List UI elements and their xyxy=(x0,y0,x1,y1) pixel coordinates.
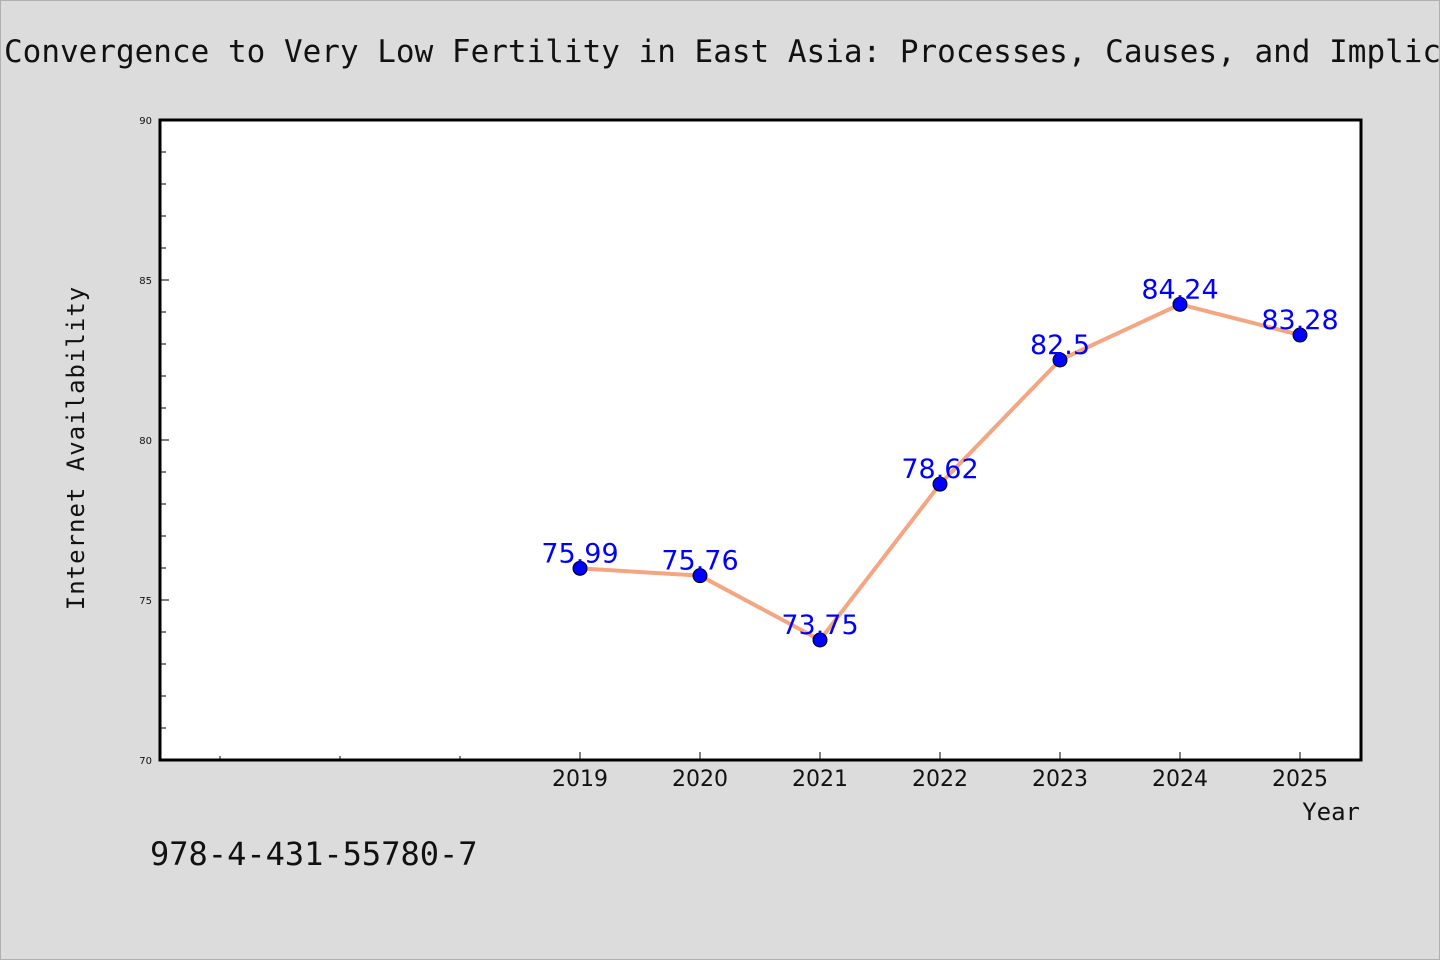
data-label: 75.99 xyxy=(541,538,618,569)
x-axis-ticks: 2019 2020 2021 2022 2023 2024 2025 xyxy=(219,752,1328,792)
data-label: 78.62 xyxy=(901,454,978,485)
x-tick-label: 2025 xyxy=(1272,767,1328,792)
data-label: 83.28 xyxy=(1261,305,1338,336)
data-label: 82.5 xyxy=(1030,330,1090,361)
data-label: 73.75 xyxy=(781,610,858,641)
data-label: 75.76 xyxy=(661,546,738,577)
y-axis-label: Internet Availability xyxy=(62,286,90,610)
y-tick-label: 80 xyxy=(139,436,152,447)
x-tick-label: 2023 xyxy=(1032,767,1088,792)
y-tick-label: 85 xyxy=(139,276,152,287)
data-point xyxy=(812,632,828,648)
x-tick-label: 2019 xyxy=(552,767,608,792)
x-tick-label: 2020 xyxy=(672,767,728,792)
x-tick-label: 2021 xyxy=(792,767,848,792)
data-point xyxy=(1292,327,1308,343)
data-point xyxy=(692,568,708,584)
isbn-text: 978-4-431-55780-7 xyxy=(150,835,478,873)
data-point xyxy=(932,476,948,492)
x-axis-label: Year xyxy=(1302,798,1360,826)
plot-border xyxy=(158,118,1363,762)
data-label: 84.24 xyxy=(1141,274,1218,305)
data-point xyxy=(1172,296,1188,312)
y-tick-label: 70 xyxy=(139,756,152,767)
x-tick-label: 2024 xyxy=(1152,767,1208,792)
plot-area xyxy=(160,120,1361,760)
data-point xyxy=(1052,352,1068,368)
data-point xyxy=(572,560,588,576)
x-tick-label: 2022 xyxy=(912,767,968,792)
chart-title: Convergence to Very Low Fertility in Eas… xyxy=(4,34,1440,70)
series-layer: 75.99 75.76 73.75 78.62 82.5 84.24 83.28 xyxy=(541,274,1339,648)
y-tick-label: 75 xyxy=(139,596,152,607)
y-tick-label: 90 xyxy=(139,116,152,127)
